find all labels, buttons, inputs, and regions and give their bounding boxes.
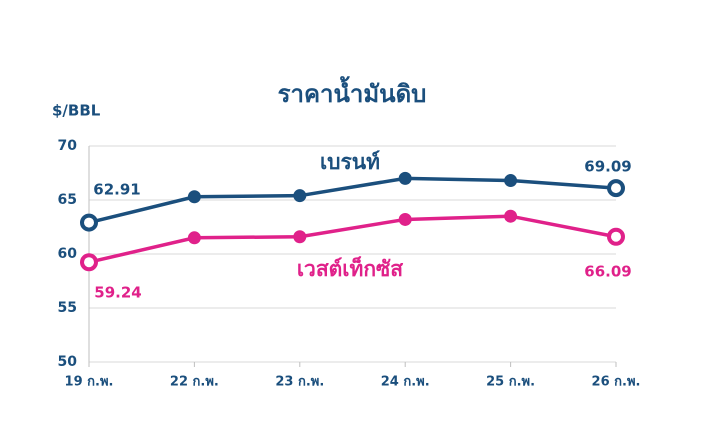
y-tick-label: 50 (58, 354, 78, 370)
data-point (187, 231, 201, 245)
data-point (504, 209, 518, 223)
data-point (504, 174, 518, 188)
x-tick-label: 19 ก.พ. (65, 375, 114, 390)
y-axis-label: $/BBL (52, 102, 101, 120)
series-label: เบรนท์ (320, 150, 380, 174)
annotation: 62.91 (93, 181, 140, 199)
data-point (607, 227, 625, 246)
data-point (398, 212, 412, 226)
x-tick-label: 23 ก.พ. (275, 375, 324, 390)
series-label: เวสต์เท็กซัส (297, 255, 403, 281)
y-tick-label: 65 (58, 192, 77, 208)
x-tick-label: 25 ก.พ. (486, 375, 535, 390)
data-point (607, 179, 625, 198)
y-tick-label: 55 (58, 300, 77, 316)
x-tick-label: 24 ก.พ. (381, 375, 430, 390)
x-tick-label: 22 ก.พ. (170, 375, 219, 390)
y-tick-label: 70 (58, 138, 78, 154)
annotation: 66.09 (584, 263, 631, 281)
data-point (80, 213, 98, 232)
annotation: 59.24 (94, 284, 141, 302)
series-line (88, 176, 617, 225)
series-line (88, 214, 617, 264)
annotation: 69.09 (584, 158, 631, 176)
x-tick-label: 26 ก.พ. (592, 375, 641, 390)
data-point (187, 190, 201, 204)
y-tick-label: 60 (58, 246, 78, 262)
data-point (80, 253, 98, 272)
data-point (293, 189, 307, 203)
data-point (293, 230, 307, 244)
data-point (398, 171, 412, 185)
chart-title: ราคาน้ำมันดิบ (278, 75, 427, 108)
